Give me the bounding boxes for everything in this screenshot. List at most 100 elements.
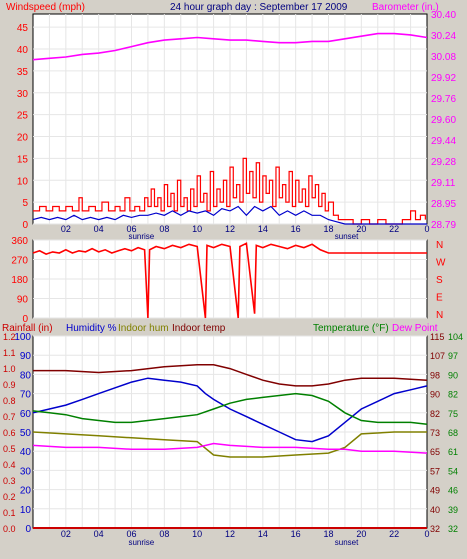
compass-tick-label: E: [436, 293, 443, 304]
rainfall-tick-label: 0.0: [3, 524, 16, 534]
barometer-tick-label: 29.11: [431, 178, 456, 189]
series-line-dew-point: [32, 442, 428, 454]
temperature-panel: Rainfall (in) Humidity % Indoor hum Indo…: [2, 323, 463, 547]
indoor-temp-tick-label: 40: [430, 505, 440, 515]
barometer-tick-label: 29.76: [431, 94, 456, 105]
humidity-tick-label: 10: [20, 505, 32, 516]
hour-tick-label: 12: [225, 224, 235, 234]
rainfall-tick-label: 0.9: [3, 380, 16, 390]
temperature-tick-label: 104: [448, 332, 463, 342]
temperature-tick-label: 54: [448, 466, 458, 476]
windspeed-tick-label: 25: [17, 111, 29, 122]
temperature-axis-title: Temperature (°F): [313, 323, 389, 334]
hour-tick-label: 10: [192, 529, 202, 539]
degree-tick-label: 90: [17, 295, 29, 306]
barometer-tick-label: 29.60: [431, 115, 456, 126]
series-line-wind-gust: [32, 205, 427, 225]
degree-tick-label: 360: [11, 236, 28, 247]
rainfall-axis-title: Rainfall (in): [2, 323, 53, 334]
hour-tick-label: 14: [258, 224, 268, 234]
barometer-tick-label: 30.24: [431, 31, 456, 42]
series-line-indoor-temp: [33, 364, 428, 387]
compass-tick-label: S: [436, 275, 443, 286]
series-line-humidity: [32, 377, 428, 443]
hour-tick-label: 08: [159, 224, 169, 234]
hour-tick-label: 02: [61, 529, 71, 539]
indoor-temp-tick-label: 73: [430, 428, 440, 438]
temperature-tick-labels: 32 39 46 54 61 68 75 82 90 97 104: [448, 332, 463, 534]
hour-tick-label: 20: [356, 224, 366, 234]
rainfall-tick-label: 0.7: [3, 412, 16, 422]
indoor-temp-tick-label: 65: [430, 447, 440, 457]
sun-annotation: sunset: [335, 232, 359, 241]
humidity-axis-title: Humidity %: [66, 323, 117, 334]
sun-annotation: sunrise: [128, 538, 154, 547]
humidity-tick-label: 90: [20, 351, 32, 362]
hour-tick-label: 22: [389, 224, 399, 234]
windspeed-tick-label: 5: [22, 198, 28, 209]
hour-tick-label: 04: [94, 224, 104, 234]
degree-tick-label: 270: [11, 256, 28, 267]
series-line-windspeed: [33, 157, 426, 225]
indoor-temp-tick-label: 107: [430, 351, 445, 361]
barometer-tick-label: 30.08: [431, 52, 456, 63]
humidity-tick-label: 20: [20, 486, 32, 497]
barometer-tick-label: 29.44: [431, 136, 456, 147]
graph-title: 24 hour graph day : September 17 2009: [170, 2, 348, 13]
temperature-tick-label: 90: [448, 370, 458, 380]
barometer-tick-label: 30.40: [431, 10, 456, 21]
hour-tick-label: 06: [126, 224, 136, 234]
indoor-temp-tick-label: 32: [430, 524, 440, 534]
rainfall-tick-label: 1.0: [3, 364, 16, 374]
rainfall-tick-label: 0.4: [3, 460, 16, 470]
temperature-tick-label: 75: [448, 409, 458, 419]
barometer-tick-label: 28.79: [431, 220, 456, 231]
humidity-tick-label: 30: [20, 466, 32, 477]
compass-tick-label: N: [436, 240, 443, 251]
rainfall-tick-label: 0.8: [3, 396, 16, 406]
barometer-tick-label: 28.95: [431, 199, 456, 210]
dew-point-axis-title: Dew Point: [392, 323, 438, 334]
barometer-tick-labels: 28.79 28.95 29.11 29.28 29.44 29.60 29.76 29.92…: [431, 10, 456, 231]
wind-direction-series: [32, 242, 427, 319]
temperature-tick-label: 68: [448, 428, 458, 438]
temperature-hour-labels: 02 04 06 08 10 12 14 16 18 20 22 0 sunrise sunset: [61, 529, 430, 547]
series-line-temperature: [32, 392, 428, 426]
hour-tick-label: 08: [159, 529, 169, 539]
temperature-tick-label: 32: [448, 524, 458, 534]
temperature-tick-label: 97: [448, 351, 458, 361]
humidity-tick-label: 0: [25, 524, 31, 535]
hour-tick-label: 0: [424, 224, 429, 234]
temperature-tick-label: 61: [448, 447, 458, 457]
degree-tick-labels: 0 90 180 270 360: [11, 236, 28, 325]
temperature-tick-label: 82: [448, 390, 458, 400]
indoor-temp-tick-label: 98: [430, 370, 440, 380]
temperature-series: [32, 364, 428, 529]
compass-tick-label: W: [436, 258, 446, 269]
indoor-temp-tick-label: 90: [430, 390, 440, 400]
windspeed-tick-label: 40: [17, 45, 29, 56]
humidity-tick-label: 70: [20, 390, 32, 401]
series-line-indoor-hum: [32, 431, 427, 458]
hour-tick-label: 02: [61, 224, 71, 234]
indoor-hum-axis-title: Indoor hum: [118, 323, 169, 334]
windspeed-tick-label: 35: [17, 67, 29, 78]
degree-tick-label: 0: [22, 314, 28, 325]
hour-tick-label: 18: [323, 224, 333, 234]
hour-tick-label: 12: [225, 529, 235, 539]
humidity-tick-label: 100: [14, 332, 31, 343]
humidity-tick-label: 60: [20, 409, 32, 420]
wind-baro-hour-labels: 02 04 06 08 10 12 14 16 18 20 22 0 sunrise sunset: [61, 224, 430, 241]
windspeed-tick-label: 45: [17, 23, 29, 34]
rainfall-tick-label: 1.2: [3, 332, 16, 342]
hour-tick-label: 14: [258, 529, 268, 539]
humidity-tick-label: 50: [20, 428, 32, 439]
windspeed-tick-label: 30: [17, 89, 29, 100]
rainfall-tick-label: 0.3: [3, 476, 16, 486]
windspeed-tick-label: 0: [22, 220, 28, 231]
barometer-tick-label: 29.28: [431, 157, 456, 168]
hour-tick-label: 16: [291, 529, 301, 539]
indoor-temp-tick-labels: 32 40 49 57 65 73 82 90 98 107 115: [430, 332, 445, 534]
wind-baro-panel: Windspeed (mph) 24 hour graph day : Sept…: [6, 2, 456, 241]
